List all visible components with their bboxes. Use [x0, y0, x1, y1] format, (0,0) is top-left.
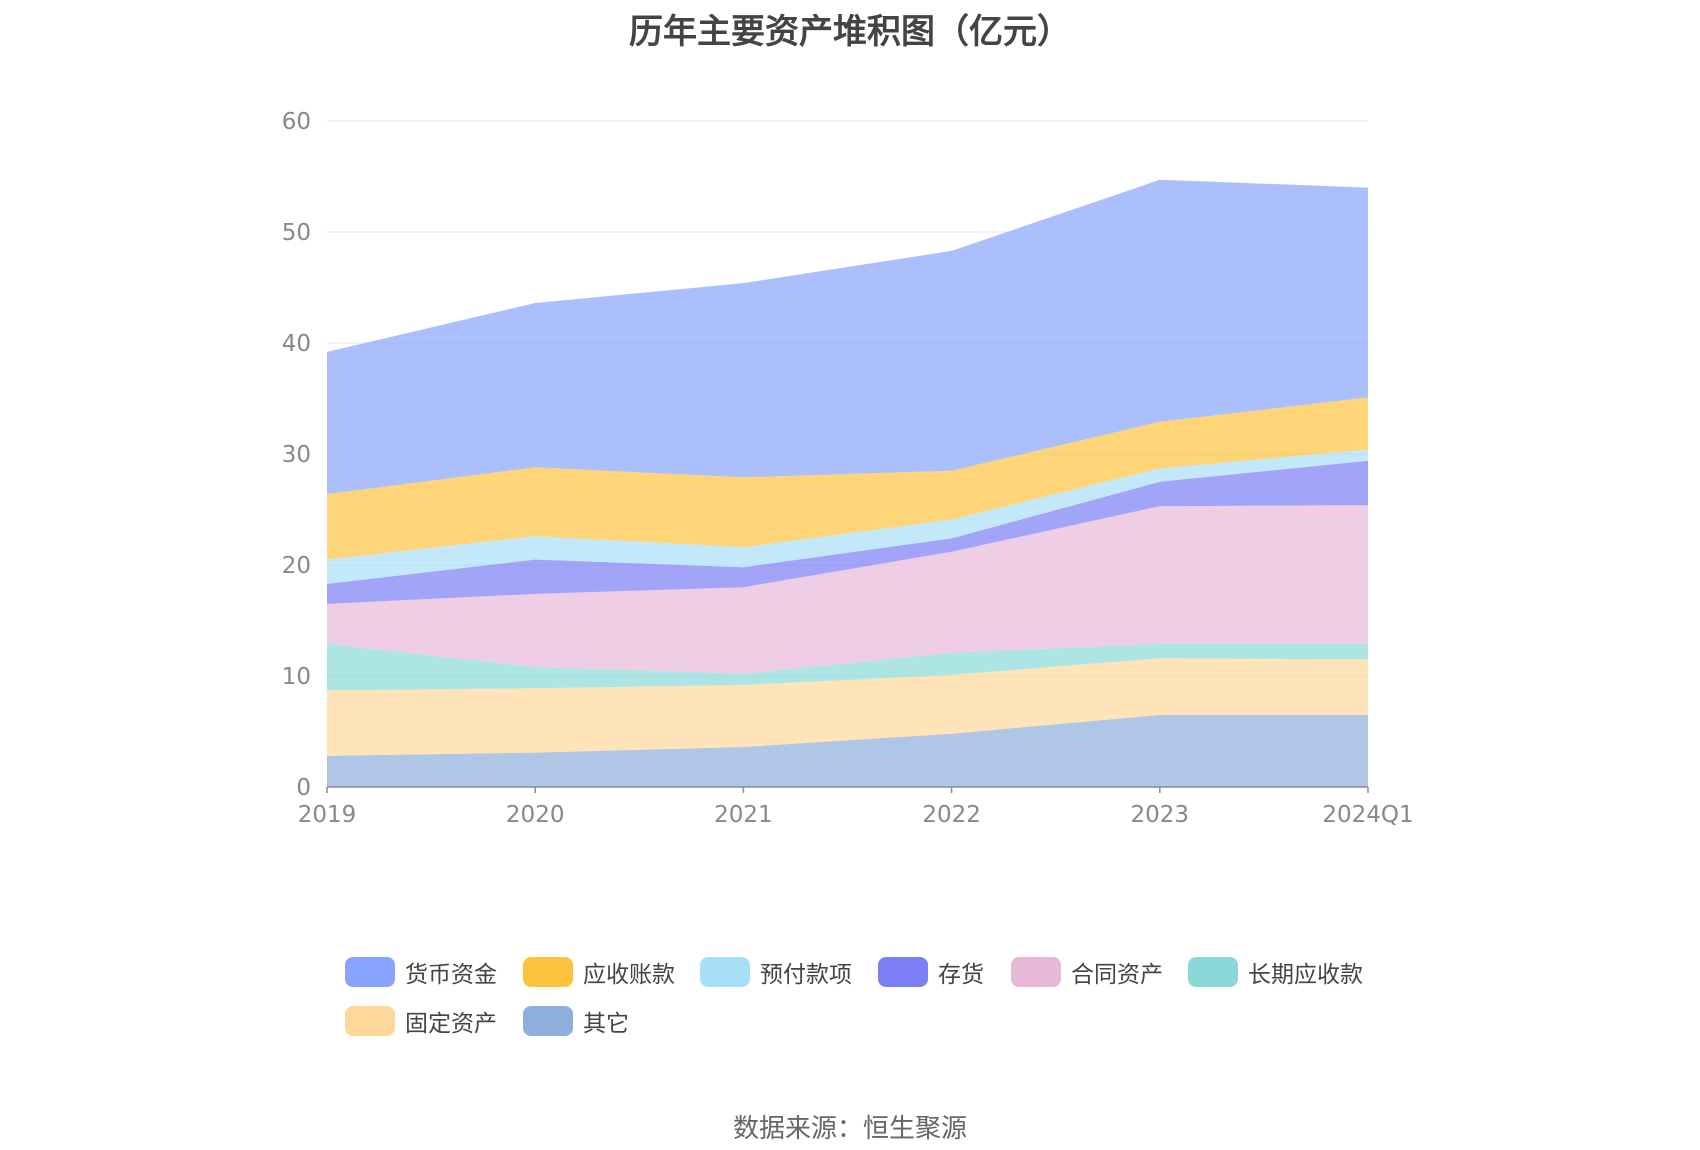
y-tick-label: 20 [282, 553, 311, 579]
y-tick-label: 50 [282, 220, 311, 246]
legend-label: 其它 [583, 1011, 629, 1037]
legend-swatch [878, 957, 928, 987]
legend-item[interactable]: 固定资产 [345, 1004, 497, 1038]
x-tick-label: 2024Q1 [1322, 802, 1413, 828]
x-tick-label: 2019 [298, 802, 357, 828]
legend-label: 固定资产 [405, 1011, 497, 1037]
legend-swatch [1011, 957, 1061, 987]
x-tick-label: 2023 [1131, 802, 1190, 828]
legend-item[interactable]: 合同资产 [1011, 955, 1163, 989]
legend-label: 应收账款 [583, 962, 675, 988]
chart-title: 历年主要资产堆积图（亿元） [629, 12, 1071, 52]
legend-item[interactable]: 其它 [523, 1004, 629, 1038]
legend-item[interactable]: 预付款项 [700, 955, 852, 989]
legend-swatch [700, 957, 750, 987]
area-series-1[interactable] [327, 658, 1368, 756]
y-tick-label: 0 [296, 775, 311, 801]
legend-label: 货币资金 [405, 962, 497, 988]
legend-swatch [345, 957, 395, 987]
area-series-0[interactable] [327, 714, 1368, 787]
area-series-2[interactable] [327, 643, 1368, 691]
legend-item[interactable]: 应收账款 [523, 955, 675, 989]
legend-swatch [523, 1006, 573, 1036]
x-tick-label: 2021 [714, 802, 773, 828]
y-tick-label: 60 [282, 109, 311, 135]
x-tick-label: 2022 [922, 802, 981, 828]
area-series-7[interactable] [327, 179, 1368, 495]
source-note: 数据来源：恒生聚源 [732, 1114, 967, 1144]
legend-item[interactable]: 货币资金 [345, 955, 497, 989]
legend-item[interactable]: 存货 [878, 955, 984, 989]
area-series-5[interactable] [327, 449, 1368, 584]
y-tick-label: 10 [282, 664, 311, 690]
legend-swatch [345, 1006, 395, 1036]
legend-label: 存货 [938, 962, 984, 988]
legend-swatch [1188, 957, 1238, 987]
y-tick-label: 30 [282, 442, 311, 468]
legend-item[interactable]: 长期应收款 [1188, 955, 1363, 989]
legend-swatch [523, 957, 573, 987]
area-series-3[interactable] [327, 505, 1368, 674]
legend-label: 合同资产 [1071, 962, 1163, 988]
x-tick-label: 2020 [506, 802, 565, 828]
area-series-4[interactable] [327, 460, 1368, 604]
legend-label: 预付款项 [760, 962, 852, 988]
area-series-6[interactable] [327, 397, 1368, 560]
legend-label: 长期应收款 [1248, 962, 1363, 988]
y-tick-label: 40 [282, 331, 311, 357]
